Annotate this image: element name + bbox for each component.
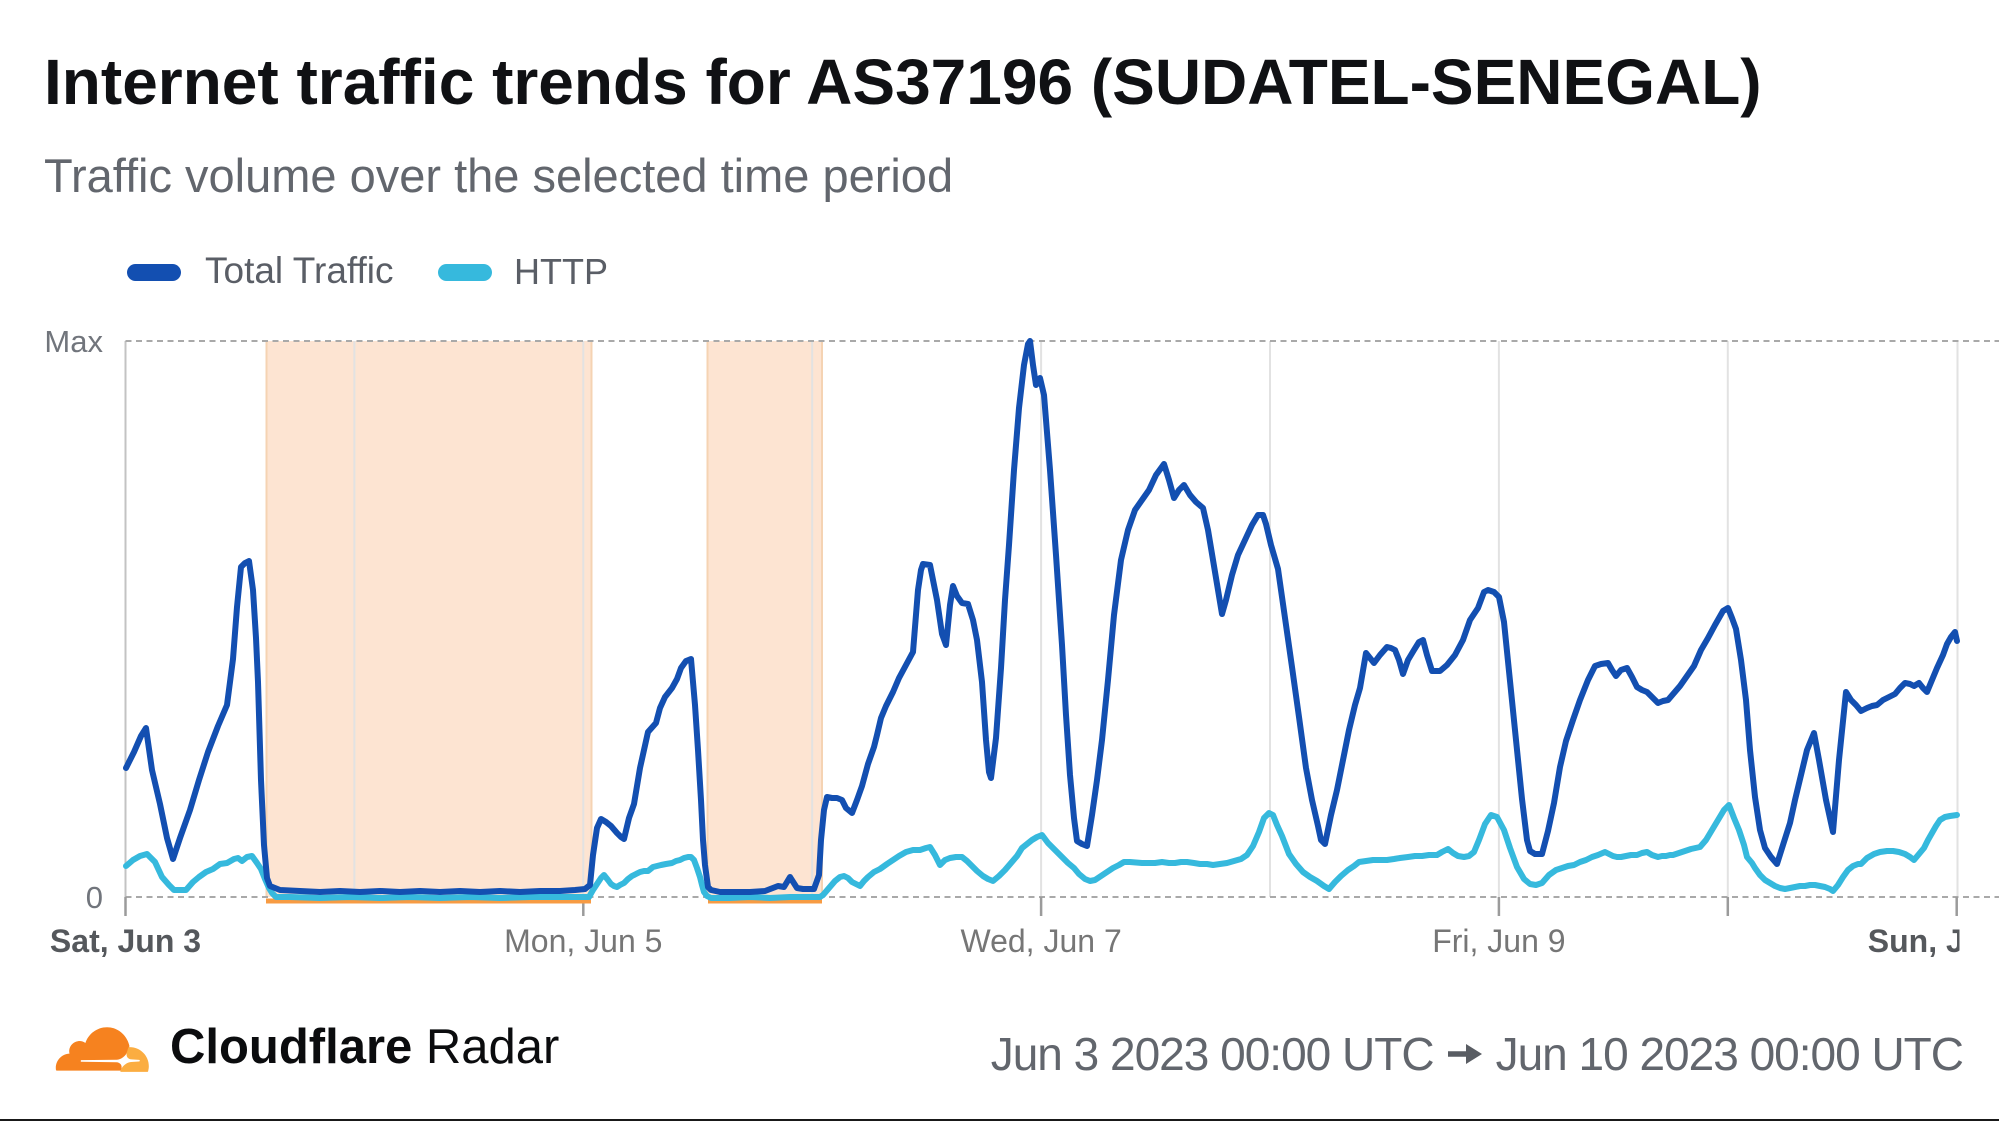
svg-text:Fri, Jun 9: Fri, Jun 9 — [1432, 923, 1565, 959]
svg-text:Sat, Jun 3: Sat, Jun 3 — [50, 923, 201, 959]
svg-text:Max: Max — [44, 324, 103, 359]
svg-text:Mon, Jun 5: Mon, Jun 5 — [504, 923, 662, 959]
svg-text:0: 0 — [86, 880, 103, 915]
svg-text:Wed, Jun 7: Wed, Jun 7 — [960, 923, 1121, 959]
